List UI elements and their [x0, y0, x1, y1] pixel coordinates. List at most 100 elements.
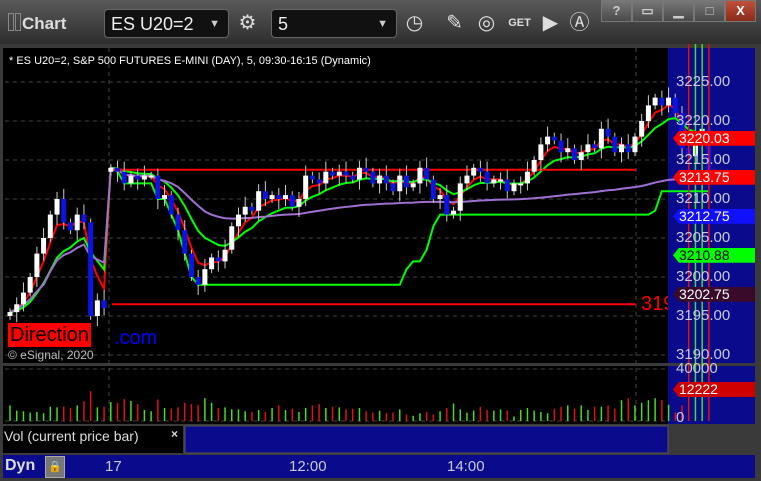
clock-icon[interactable]: ◷: [405, 12, 424, 34]
volume-legend: Vol (current price bar): [4, 428, 139, 444]
price-chart[interactable]: [0, 44, 761, 481]
maximize-button[interactable]: □: [694, 0, 725, 22]
candle: [20, 292, 26, 305]
window-controls: ? ▭ ▁ □ X: [601, 0, 756, 22]
window-title: Chart: [22, 14, 67, 33]
price-label: 3212.75: [673, 208, 755, 224]
candle: [316, 179, 322, 184]
candle: [625, 144, 631, 153]
candle: [585, 144, 591, 153]
candle: [417, 167, 423, 184]
gear-icon[interactable]: ⚙: [238, 12, 257, 34]
candle: [666, 97, 672, 106]
legend-bar: [184, 425, 669, 454]
candle: [464, 175, 470, 184]
candle: [524, 171, 530, 184]
level-label: 319: [641, 293, 668, 315]
candle: [652, 97, 658, 106]
help-button[interactable]: ?: [601, 0, 632, 22]
candle: [363, 167, 369, 172]
volume-current-label: 12222: [673, 382, 755, 397]
candle: [410, 183, 416, 188]
legend-pane: [3, 426, 183, 453]
grip-icon[interactable]: [15, 13, 21, 31]
interval-combo[interactable]: 5 ▼: [271, 9, 397, 38]
symbol-combo[interactable]: ES U20=2 ▼: [104, 9, 229, 38]
candle: [188, 253, 194, 277]
chart-header: * ES U20=2, S&P 500 FUTURES E-MINI (DAY)…: [9, 55, 371, 67]
candle: [672, 97, 678, 114]
candle: [108, 167, 114, 172]
candle: [511, 183, 517, 192]
price-axis: [668, 48, 755, 363]
candle: [356, 167, 362, 180]
volume-tick: 40000: [676, 360, 718, 377]
chevron-down-icon: ▼: [377, 18, 388, 30]
candle: [612, 136, 618, 153]
close-icon[interactable]: ×: [171, 427, 179, 441]
candle: [289, 195, 295, 207]
app-title: Chart: [8, 13, 66, 34]
minimize-button[interactable]: ▁: [663, 0, 694, 22]
candle: [7, 312, 13, 316]
candle: [242, 206, 248, 215]
copyright: © eSignal, 2020: [8, 348, 94, 362]
candle: [531, 160, 537, 172]
price-tick: 3205.00: [676, 229, 731, 246]
candle: [309, 175, 315, 180]
candle: [437, 195, 443, 199]
candle: [605, 128, 611, 137]
candle: [390, 183, 396, 192]
candle: [168, 195, 174, 215]
candle: [592, 144, 598, 149]
candle: [67, 222, 73, 231]
close-button[interactable]: X: [725, 0, 756, 22]
price-label: 3202.75: [673, 286, 755, 302]
symbol-value: ES U20=2: [111, 14, 194, 34]
candle: [115, 167, 121, 172]
candle: [498, 179, 504, 182]
restore-button[interactable]: ▭: [632, 0, 663, 22]
lock-icon[interactable]: 🔒: [45, 456, 65, 478]
candle: [88, 222, 94, 316]
get-icon[interactable]: GET: [508, 17, 531, 29]
candle: [182, 230, 188, 254]
candle: [296, 199, 302, 207]
study-icon[interactable]: ◎: [477, 12, 496, 34]
candle: [222, 249, 228, 262]
time-axis[interactable]: Dyn 🔒 17 12:00 14:00: [3, 455, 755, 478]
candle: [377, 175, 383, 184]
candle: [269, 195, 275, 199]
candle: [457, 183, 463, 211]
candle: [148, 175, 154, 178]
candle: [444, 195, 450, 215]
grip-icon[interactable]: [8, 13, 14, 31]
candle: [81, 214, 87, 223]
candle: [383, 175, 389, 184]
candle: [551, 136, 557, 141]
lower-channel-line: [110, 166, 709, 286]
price-tick: 3210.00: [676, 190, 731, 207]
pencil-icon[interactable]: ✎: [446, 12, 463, 34]
candle: [209, 257, 215, 270]
candle: [484, 171, 490, 184]
candle: [632, 136, 638, 153]
candle: [229, 226, 235, 250]
play-icon[interactable]: ▶: [542, 12, 559, 34]
candle: [343, 171, 349, 176]
candle: [491, 179, 497, 184]
title-bar: Chart ES U20=2 ▼ ⚙ 5 ▼ ◷ ✎ ◎ GET ▶ Ⓐ ? ▭ ▁…: [0, 0, 761, 44]
dynamic-mode[interactable]: Dyn: [5, 457, 36, 474]
candle: [430, 179, 436, 199]
candle: [424, 167, 430, 180]
candle: [545, 136, 551, 145]
candle: [397, 175, 403, 192]
text-icon[interactable]: Ⓐ: [569, 12, 590, 34]
price-tick: 3195.00: [676, 307, 731, 324]
watermark-suffix: .com: [114, 327, 158, 349]
candle: [61, 199, 67, 223]
candle: [659, 97, 665, 106]
candle: [639, 121, 645, 137]
candle: [162, 195, 168, 199]
candle: [202, 269, 208, 285]
